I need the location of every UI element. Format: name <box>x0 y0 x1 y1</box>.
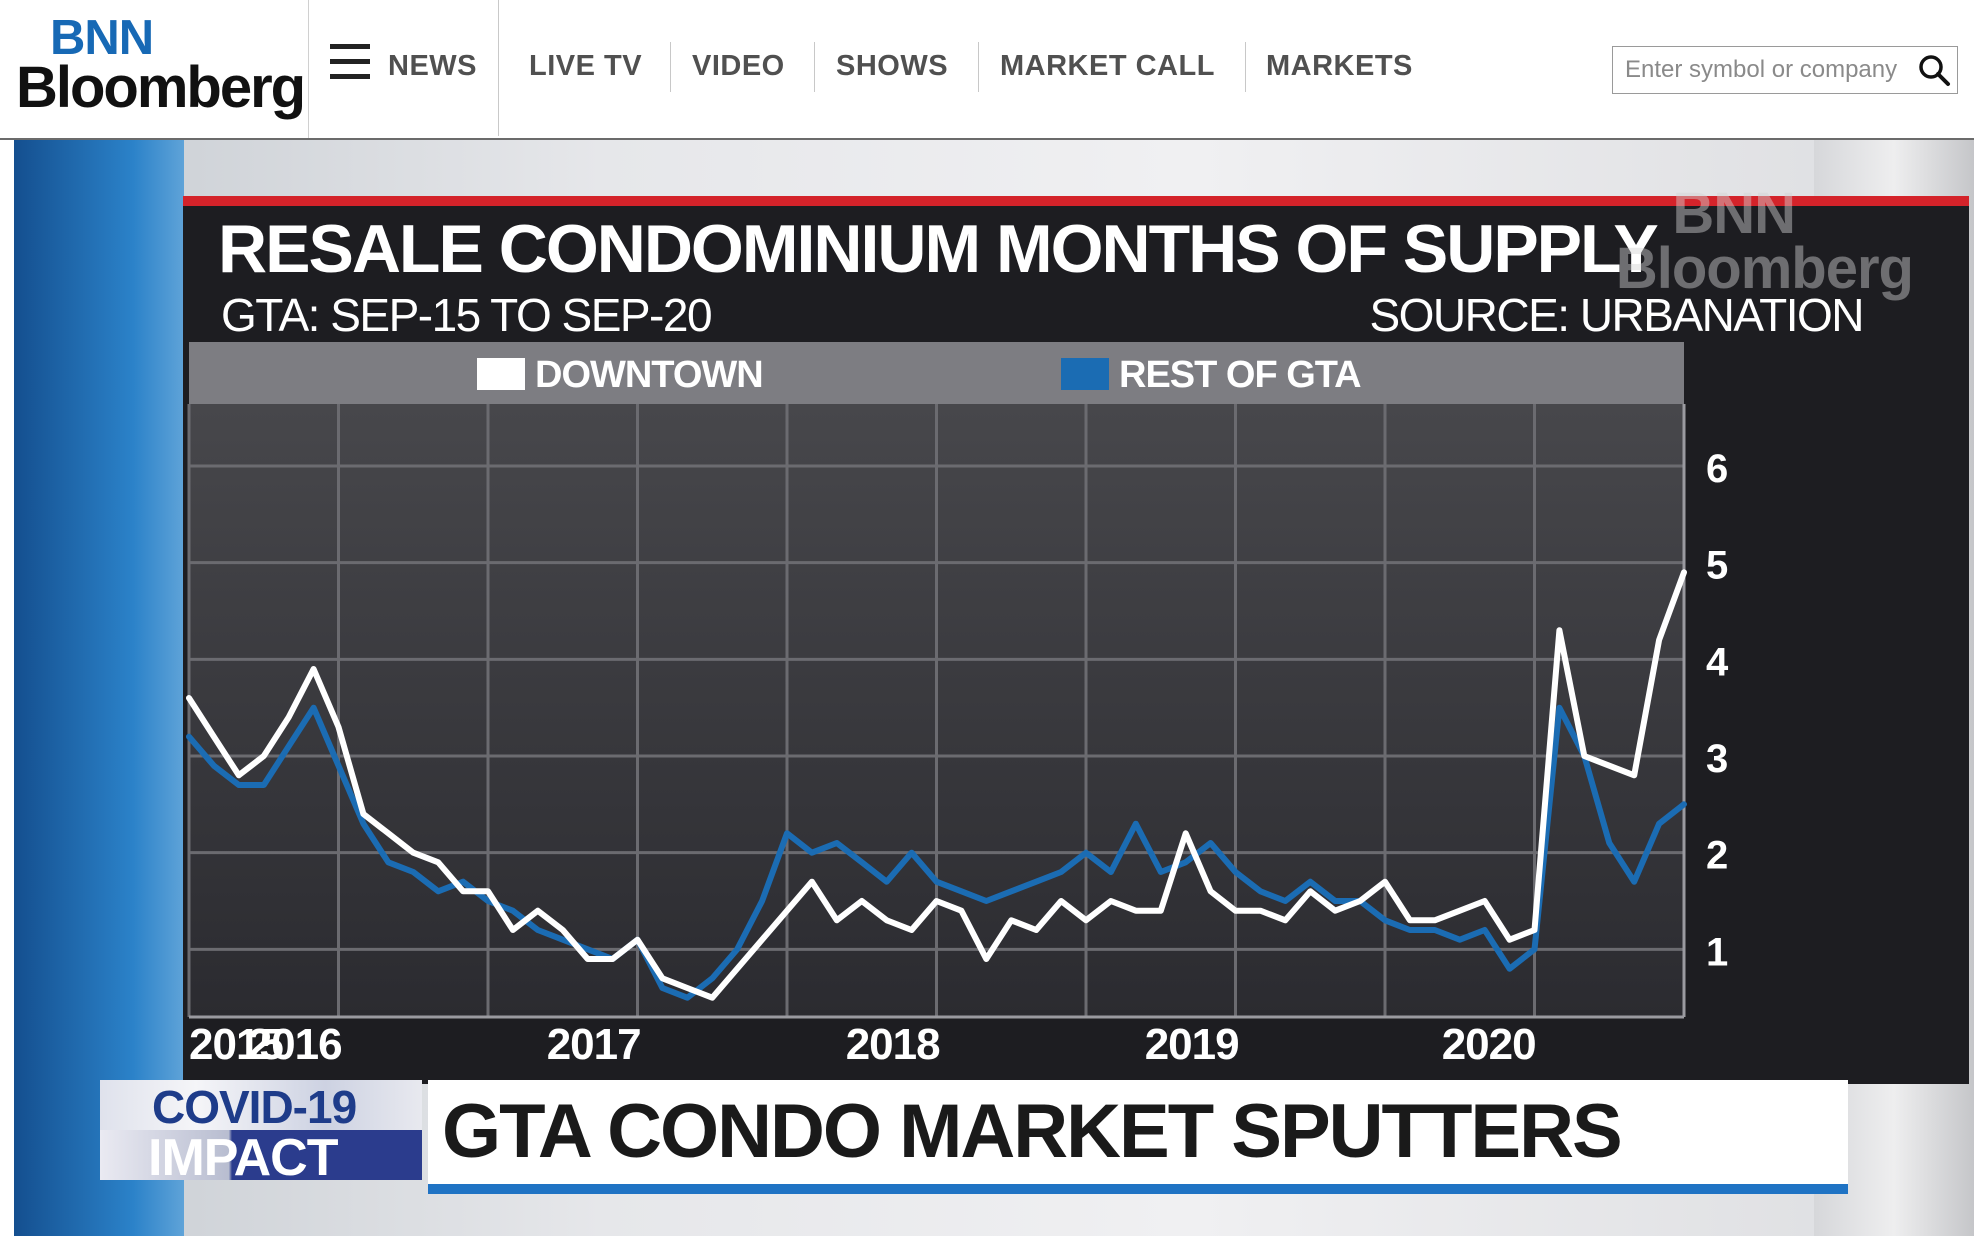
graphic-red-bar <box>183 196 1969 206</box>
series-line-downtown <box>186 569 1687 1001</box>
hamburger-menu-icon[interactable] <box>330 44 370 80</box>
y-tick-label: 2 <box>1706 834 1728 878</box>
nav-divider <box>814 42 815 92</box>
chart-graphic: RESALE CONDOMINIUM MONTHS OF SUPPLY GTA:… <box>183 184 1969 1084</box>
logo-bnn: BNN <box>50 11 154 65</box>
series-line-rest-of-gta <box>186 704 1687 1001</box>
chart-source: SOURCE: URBANATION <box>1369 289 1864 341</box>
nav-divider <box>978 42 979 92</box>
x-tick-label: 2017 <box>547 1020 641 1069</box>
tag-line-covid: COVID-19 <box>152 1081 357 1133</box>
x-tick-label: 2015 <box>189 1020 283 1069</box>
y-tick-label: 6 <box>1706 447 1728 491</box>
y-tick-label: 1 <box>1706 930 1728 974</box>
x-tick-label: 2018 <box>846 1020 940 1069</box>
chart-title: RESALE CONDOMINIUM MONTHS OF SUPPLY <box>218 211 1659 287</box>
nav-divider <box>1245 42 1246 92</box>
legend-swatch <box>1061 358 1109 390</box>
nav-divider <box>670 42 671 92</box>
watermark-bloomberg: Bloomberg <box>1615 236 1914 302</box>
x-tick-label: 2019 <box>1145 1020 1239 1069</box>
y-tick-label: 3 <box>1706 737 1728 781</box>
nav-item-video[interactable]: VIDEO <box>692 50 785 82</box>
y-tick-label: 4 <box>1706 640 1729 684</box>
x-tick-label: 2016 <box>248 1020 342 1069</box>
nav-item-news[interactable]: NEWS <box>388 50 477 82</box>
x-tick-label: 2020 <box>1442 1020 1536 1069</box>
bnn-bloomberg-logo[interactable]: BNN Bloomberg <box>0 0 309 138</box>
site-header: BNN Bloomberg NEWS LIVE TV VIDEO SHOWS M… <box>0 0 1974 140</box>
nav-item-live-tv[interactable]: LIVE TV <box>529 50 643 82</box>
headline-banner: GTA CONDO MARKET SPUTTERS <box>428 1080 1848 1194</box>
search-input[interactable] <box>1613 47 1903 93</box>
nav-item-market-call[interactable]: MARKET CALL <box>1000 50 1215 82</box>
y-tick-label: 5 <box>1706 544 1728 588</box>
legend-label: REST OF GTA <box>1119 354 1361 396</box>
tag-top-band <box>100 1080 422 1130</box>
symbol-search <box>1612 46 1958 94</box>
nav-item-markets[interactable]: MARKETS <box>1266 50 1413 82</box>
studio-backdrop-left <box>14 140 184 1236</box>
legend-band <box>189 342 1684 404</box>
legend-label: DOWNTOWN <box>535 354 763 396</box>
legend-swatch <box>477 358 525 390</box>
logo-bloomberg: Bloomberg <box>16 55 306 120</box>
bnn-bloomberg-watermark: BNN Bloomberg <box>1615 181 1914 302</box>
watermark-bnn: BNN <box>1672 181 1796 246</box>
nav-item-shows[interactable]: SHOWS <box>836 50 949 82</box>
nav-divider <box>498 0 499 136</box>
search-icon[interactable] <box>1917 53 1951 87</box>
covid-impact-tag: COVID-19 IMPACT <box>100 1080 422 1180</box>
tag-line-impact: IMPACT <box>148 1129 338 1180</box>
headline-text: GTA CONDO MARKET SPUTTERS <box>442 1089 1623 1174</box>
chart-subtitle: GTA: SEP-15 TO SEP-20 <box>221 289 713 341</box>
